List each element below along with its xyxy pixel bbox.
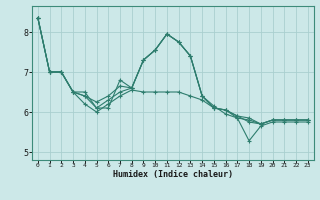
X-axis label: Humidex (Indice chaleur): Humidex (Indice chaleur): [113, 170, 233, 179]
